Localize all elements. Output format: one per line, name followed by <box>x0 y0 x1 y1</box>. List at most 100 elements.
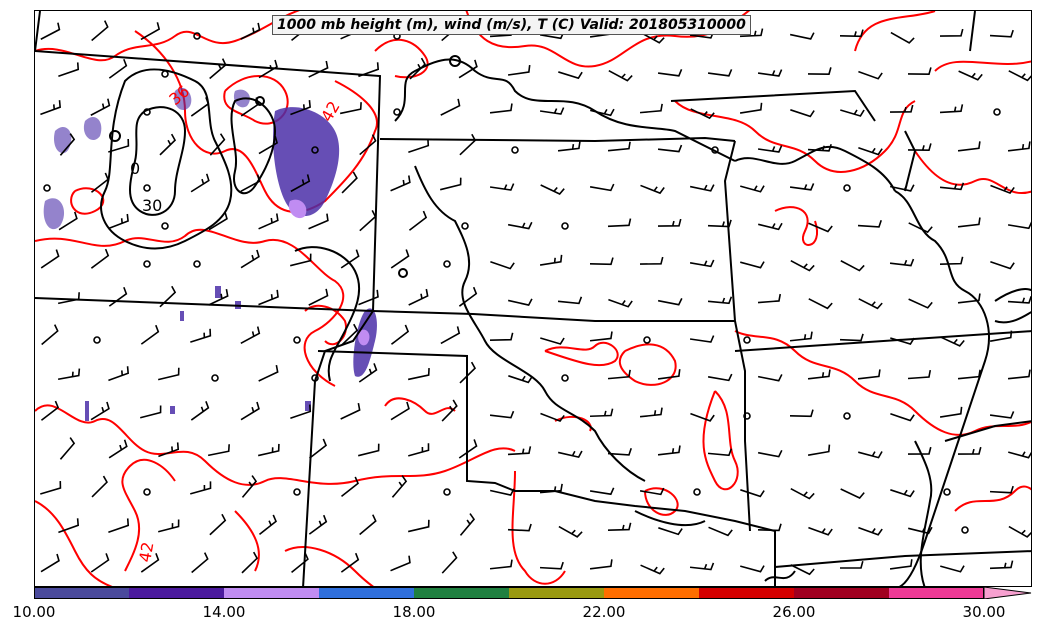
wind-barb <box>489 183 515 191</box>
wind-barb <box>41 324 59 346</box>
wind-barb <box>708 526 733 537</box>
wind-barb <box>240 401 260 421</box>
calm-wind-marker <box>561 374 569 382</box>
calm-wind-marker <box>511 146 519 154</box>
map-title: 1000 mb height (m), wind (m/s), T (C) Va… <box>272 15 751 35</box>
wind-barb <box>757 374 783 382</box>
wind-barb <box>939 256 964 265</box>
wind-barb <box>308 514 328 535</box>
wind-barb <box>707 373 733 382</box>
wind-barb <box>689 335 715 343</box>
wind-barb <box>240 97 260 117</box>
wind-barb <box>208 289 229 306</box>
wind-barb <box>441 399 458 422</box>
calm-wind-marker <box>93 336 101 344</box>
wind-barb <box>908 526 933 535</box>
wind-barb <box>890 31 915 44</box>
wind-barb <box>808 222 833 233</box>
colorbar-tick-label: 30.00 <box>962 603 1006 621</box>
wind-barb <box>258 213 279 230</box>
wind-barb <box>108 439 128 459</box>
calm-wind-marker <box>843 412 851 420</box>
wind-barb <box>339 102 362 115</box>
wind-barb <box>507 221 533 230</box>
wind-barb <box>440 177 462 191</box>
wind-barb <box>308 60 329 78</box>
calm-wind-marker <box>943 488 951 496</box>
wind-barb <box>707 219 732 228</box>
wind-barb <box>957 293 981 304</box>
wind-barb <box>40 553 60 573</box>
wind-barb <box>558 525 583 538</box>
wind-barb <box>257 443 280 457</box>
colorbar-extension <box>983 587 1032 599</box>
wind-barb <box>807 67 832 75</box>
wind-barb <box>739 102 763 114</box>
wind-barb <box>408 443 430 457</box>
calm-wind-marker <box>711 146 719 154</box>
wind-barb <box>507 298 533 306</box>
wind-barb <box>190 96 210 117</box>
wind-barb <box>607 218 632 228</box>
wind-barb <box>459 361 477 384</box>
wind-barb <box>657 144 683 153</box>
wind-barb <box>890 337 915 345</box>
colorbar-segment <box>319 587 415 599</box>
wind-barb <box>391 475 408 498</box>
wind-barb <box>540 412 565 423</box>
wind-barb <box>657 369 681 380</box>
calm-wind-marker <box>393 108 401 116</box>
wind-barb <box>939 28 964 37</box>
wind-barb <box>390 324 410 345</box>
wind-barb <box>839 561 864 569</box>
wind-barb <box>589 257 614 266</box>
calm-wind-marker <box>43 184 51 192</box>
wind-barb <box>40 22 61 40</box>
temperature-contours <box>35 11 1031 586</box>
wind-barb <box>908 222 933 234</box>
wind-barb <box>340 249 360 269</box>
calm-wind-marker <box>143 184 151 192</box>
calm-wind-marker <box>993 108 1001 116</box>
wind-barb <box>540 337 565 345</box>
wind-barb <box>840 488 865 499</box>
wind-barb <box>159 133 177 156</box>
calm-wind-marker <box>643 336 651 344</box>
wind-barb <box>507 523 532 532</box>
wind-barb <box>989 560 1014 570</box>
wind-barb <box>990 184 1015 195</box>
wind-barb <box>539 483 563 494</box>
wind-barb <box>539 254 563 266</box>
wind-barb <box>259 514 277 535</box>
wind-barb <box>939 104 964 114</box>
wind-barb <box>957 217 981 228</box>
wind-barb <box>341 323 359 346</box>
calm-wind-marker <box>743 412 751 420</box>
wind-barb <box>90 172 110 193</box>
wind-barb <box>590 108 615 117</box>
wind-barb <box>940 565 965 573</box>
wind-barb <box>757 523 782 532</box>
calm-wind-marker <box>193 260 201 268</box>
calm-wind-marker <box>461 222 469 230</box>
calm-wind-marker <box>311 374 319 382</box>
wind-barb <box>939 182 965 191</box>
map-panel: 0 30 36 42 42 <box>34 10 1032 587</box>
wind-barb <box>308 288 329 306</box>
wind-barb <box>1008 525 1031 538</box>
calm-wind-marker <box>161 70 169 78</box>
wind-barb <box>889 104 914 113</box>
wind-barb <box>258 364 279 382</box>
wind-barb <box>359 514 377 536</box>
wind-barb <box>858 526 883 536</box>
wind-barb <box>390 555 411 572</box>
wind-barb <box>1007 296 1031 304</box>
wind-barb <box>707 296 733 305</box>
wind-barb <box>258 289 279 306</box>
wind-barb <box>758 222 783 231</box>
wind-barb <box>408 519 430 533</box>
wind-barb <box>191 552 209 574</box>
wind-barb <box>408 288 429 306</box>
wind-barb <box>608 298 633 308</box>
wind-barb <box>889 184 915 192</box>
